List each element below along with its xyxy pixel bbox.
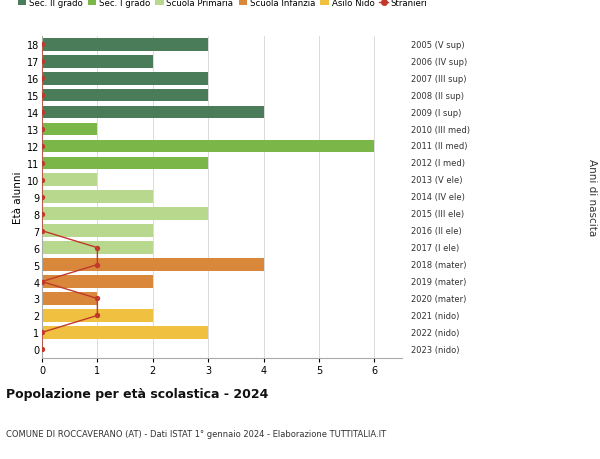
Text: 2009 (I sup): 2009 (I sup) (411, 108, 461, 118)
Bar (42, 275, 153, 288)
Point (92, 261, 102, 269)
Bar (42, 259, 263, 271)
Bar (42, 208, 208, 221)
Bar (42, 292, 97, 305)
Text: 2013 (V ele): 2013 (V ele) (411, 176, 463, 185)
Text: 2010 (III med): 2010 (III med) (411, 125, 470, 134)
Point (37, 58, 47, 66)
Bar (42, 140, 374, 153)
Point (37, 211, 47, 218)
Point (37, 126, 47, 134)
Legend: Sec. II grado, Sec. I grado, Scuola Primaria, Scuola Infanzia, Asilo Nido, Stran: Sec. II grado, Sec. I grado, Scuola Prim… (17, 0, 427, 8)
Text: 2008 (II sup): 2008 (II sup) (411, 91, 464, 101)
Text: 2015 (III ele): 2015 (III ele) (411, 210, 464, 219)
Point (37, 346, 47, 353)
Point (37, 329, 47, 336)
Text: 2019 (mater): 2019 (mater) (411, 277, 466, 286)
Bar (42, 157, 208, 170)
Point (37, 228, 47, 235)
Y-axis label: Età alunni: Età alunni (13, 171, 23, 224)
Bar (42, 90, 208, 102)
Bar (42, 39, 208, 51)
Text: COMUNE DI ROCCAVERANO (AT) - Dati ISTAT 1° gennaio 2024 - Elaborazione TUTTITALI: COMUNE DI ROCCAVERANO (AT) - Dati ISTAT … (6, 429, 386, 438)
Text: 2021 (nido): 2021 (nido) (411, 311, 460, 320)
Text: Popolazione per età scolastica - 2024: Popolazione per età scolastica - 2024 (6, 387, 268, 400)
Point (37, 109, 47, 117)
Point (37, 160, 47, 167)
Bar (42, 242, 153, 254)
Text: 2011 (II med): 2011 (II med) (411, 142, 467, 151)
Point (37, 41, 47, 49)
Point (92, 245, 102, 252)
Bar (42, 309, 153, 322)
Text: 2005 (V sup): 2005 (V sup) (411, 41, 464, 50)
Point (37, 278, 47, 285)
Bar (42, 326, 208, 339)
Text: Anni di nascita: Anni di nascita (587, 159, 597, 236)
Point (92, 295, 102, 302)
Text: 2020 (mater): 2020 (mater) (411, 294, 466, 303)
Point (37, 177, 47, 184)
Bar (42, 73, 208, 85)
Point (37, 143, 47, 150)
Point (37, 75, 47, 83)
Point (37, 194, 47, 201)
Bar (42, 174, 97, 187)
Text: 2022 (nido): 2022 (nido) (411, 328, 460, 337)
Text: 2016 (II ele): 2016 (II ele) (411, 227, 462, 235)
Text: 2017 (I ele): 2017 (I ele) (411, 244, 459, 252)
Text: 2014 (IV ele): 2014 (IV ele) (411, 193, 465, 202)
Text: 2007 (III sup): 2007 (III sup) (411, 74, 467, 84)
Point (37, 92, 47, 100)
Text: 2023 (nido): 2023 (nido) (411, 345, 460, 354)
Bar (42, 56, 153, 68)
Text: 2018 (mater): 2018 (mater) (411, 261, 467, 269)
Bar (42, 123, 97, 136)
Bar (42, 225, 153, 238)
Bar (42, 106, 263, 119)
Point (92, 312, 102, 319)
Bar (42, 191, 153, 204)
Text: 2006 (IV sup): 2006 (IV sup) (411, 57, 467, 67)
Text: 2012 (I med): 2012 (I med) (411, 159, 465, 168)
